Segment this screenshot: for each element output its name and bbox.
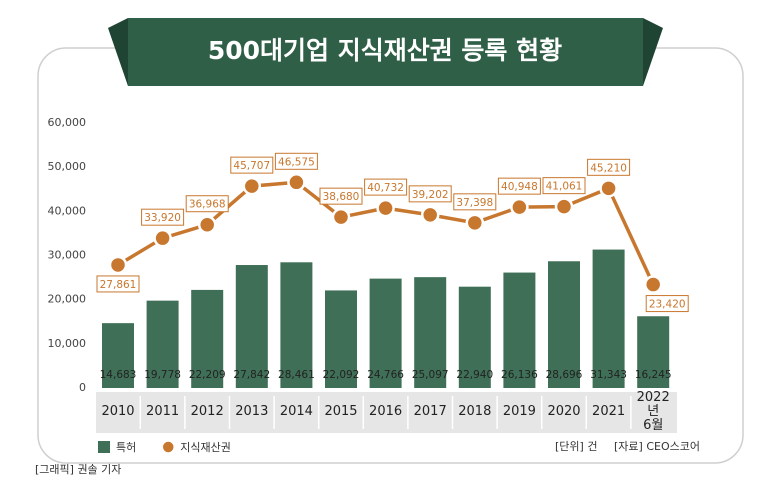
x-tick-label: 2018 — [458, 404, 492, 419]
value-label-box — [453, 193, 497, 211]
value-label-box — [230, 156, 274, 174]
x-tick-label: 2019 — [502, 404, 536, 419]
bar — [191, 289, 224, 388]
marker — [197, 215, 217, 234]
value-label-box — [319, 187, 363, 205]
value-label-box — [141, 208, 185, 226]
y-tick-label: 20,000 — [48, 293, 87, 306]
legend-label: 지식재산권 — [180, 441, 231, 454]
bar — [369, 278, 402, 388]
marker — [643, 275, 663, 294]
bar — [637, 316, 670, 388]
line-value-label: 27,861 — [100, 279, 137, 291]
marker — [465, 213, 485, 233]
banner-tab — [108, 18, 128, 86]
y-tick-label: 0 — [79, 381, 86, 394]
x-tick-label: 2013 — [235, 404, 269, 419]
marker — [554, 197, 574, 216]
bar-value-label: 28,696 — [546, 369, 583, 381]
y-tick-label: 40,000 — [48, 204, 87, 217]
marker — [287, 173, 306, 192]
x-tick-label: 2012 — [190, 404, 224, 419]
line-value-label: 39,202 — [412, 189, 449, 201]
x-tick-label: 2022년 6월 — [636, 390, 670, 433]
value-label-box — [408, 185, 452, 203]
value-label-box — [364, 178, 408, 196]
bar-value-label: 27,842 — [233, 369, 270, 381]
x-tick-label: 2015 — [324, 404, 358, 419]
bar — [102, 323, 134, 388]
bar-value-label: 14,683 — [100, 369, 137, 381]
bar — [146, 300, 179, 388]
line-value-label: 40,948 — [501, 181, 538, 193]
value-label-box — [185, 195, 229, 213]
y-tick-label: 60,000 — [48, 116, 87, 129]
x-tick-label: 2011 — [146, 404, 180, 419]
marker — [242, 176, 262, 196]
category-band — [96, 392, 677, 433]
bar-value-label: 22,940 — [456, 369, 493, 381]
x-tick-label: 2010 — [101, 404, 135, 419]
value-label-box — [274, 152, 318, 170]
value-label-box — [542, 177, 586, 195]
chart-title: 500대기업 지식재산권 등록 현황 — [208, 36, 562, 65]
bar-value-label: 25,097 — [412, 369, 449, 381]
line-value-label: 45,210 — [590, 162, 627, 174]
bar — [503, 272, 536, 388]
value-label-box — [587, 158, 631, 176]
marker — [599, 179, 618, 198]
marker — [510, 197, 529, 217]
legend-swatch — [161, 440, 175, 454]
banner-tab — [643, 18, 663, 86]
legend-label: 특허 — [116, 441, 136, 454]
value-label-box — [497, 177, 541, 195]
x-tick-label: 2016 — [369, 404, 403, 419]
legend-swatch — [98, 441, 110, 453]
bar — [325, 290, 357, 388]
bar — [548, 261, 580, 388]
bar — [458, 286, 491, 388]
bar — [592, 249, 625, 388]
line-value-label: 40,732 — [367, 182, 404, 194]
bar-value-label: 22,209 — [189, 369, 226, 381]
bar-value-label: 28,461 — [278, 369, 315, 381]
line-value-label: 23,420 — [649, 299, 686, 311]
value-label-box — [645, 295, 689, 313]
line-value-label: 41,061 — [546, 181, 583, 193]
marker — [108, 255, 128, 275]
x-tick-label: 2020 — [547, 404, 581, 419]
marker — [153, 228, 172, 248]
bar — [280, 262, 313, 388]
marker — [331, 207, 351, 227]
y-tick-label: 30,000 — [48, 249, 87, 262]
banner — [128, 18, 643, 86]
line-value-label: 45,707 — [233, 160, 270, 172]
line-value-label: 37,398 — [456, 197, 493, 209]
x-tick-label: 2014 — [279, 404, 313, 419]
bar-value-label: 31,343 — [590, 369, 627, 381]
y-tick-label: 10,000 — [48, 337, 87, 350]
bar-value-label: 26,136 — [501, 369, 538, 381]
marker — [420, 205, 440, 225]
source: [자료] CEO스코어 — [614, 440, 700, 453]
line-value-label: 36,968 — [189, 199, 226, 211]
bar — [235, 265, 268, 388]
bar-value-label: 24,766 — [367, 369, 404, 381]
line-value-label: 33,920 — [144, 212, 181, 224]
x-tick-label: 2017 — [413, 404, 447, 419]
bar-value-label: 19,778 — [144, 369, 181, 381]
bar-value-label: 22,092 — [323, 369, 360, 381]
x-tick-label: 2021 — [592, 404, 626, 419]
bar — [414, 277, 447, 388]
marker — [376, 198, 395, 218]
line-value-label: 46,575 — [278, 156, 315, 168]
y-tick-label: 50,000 — [48, 160, 87, 173]
unit-note: [단위] 건 — [555, 440, 597, 453]
credit: [그래픽] 권솔 기자 — [35, 463, 121, 476]
value-label-box — [96, 275, 140, 293]
bar-value-label: 16,245 — [635, 369, 672, 381]
line-value-label: 38,680 — [323, 191, 360, 203]
